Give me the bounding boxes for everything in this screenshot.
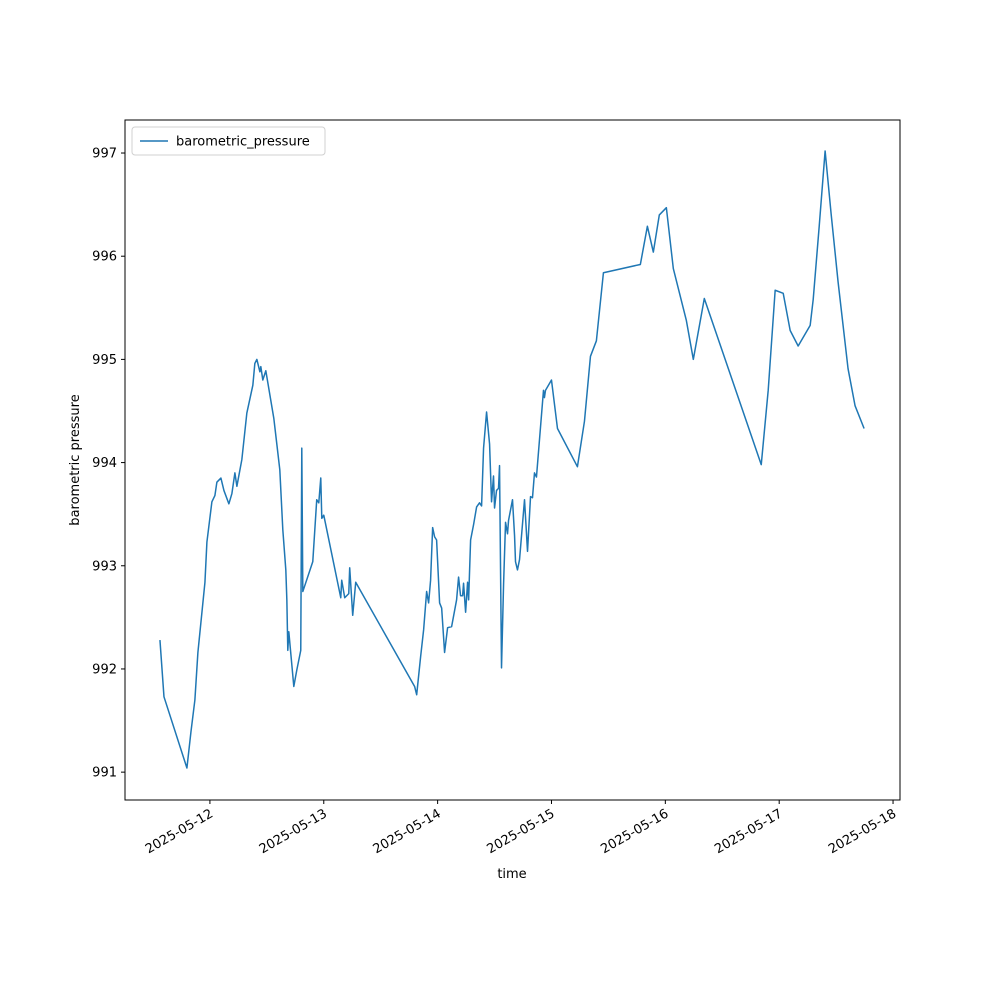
x-tick-label: 2025-05-17 [712, 806, 785, 857]
x-tick-label: 2025-05-18 [826, 806, 899, 857]
x-tick-label: 2025-05-14 [371, 806, 444, 857]
y-tick-label: 992 [92, 662, 117, 677]
y-tick-label: 996 [92, 250, 117, 265]
x-axis-label: time [497, 867, 526, 882]
legend-label: barometric_pressure [176, 135, 310, 150]
y-tick-label: 993 [92, 559, 117, 574]
y-tick-label: 991 [92, 766, 117, 781]
y-tick-label: 995 [92, 353, 117, 368]
y-axis-label: barometric pressure [68, 394, 83, 525]
x-tick-label: 2025-05-13 [257, 806, 330, 857]
x-tick-label: 2025-05-12 [143, 806, 216, 857]
y-tick-label: 994 [92, 456, 117, 471]
legend-box [131, 126, 326, 156]
plot-frame [124, 119, 901, 801]
y-tick-label: 997 [92, 147, 117, 162]
data-line [159, 150, 865, 769]
x-tick-label: 2025-05-15 [485, 806, 558, 857]
x-tick-label: 2025-05-16 [598, 806, 671, 857]
